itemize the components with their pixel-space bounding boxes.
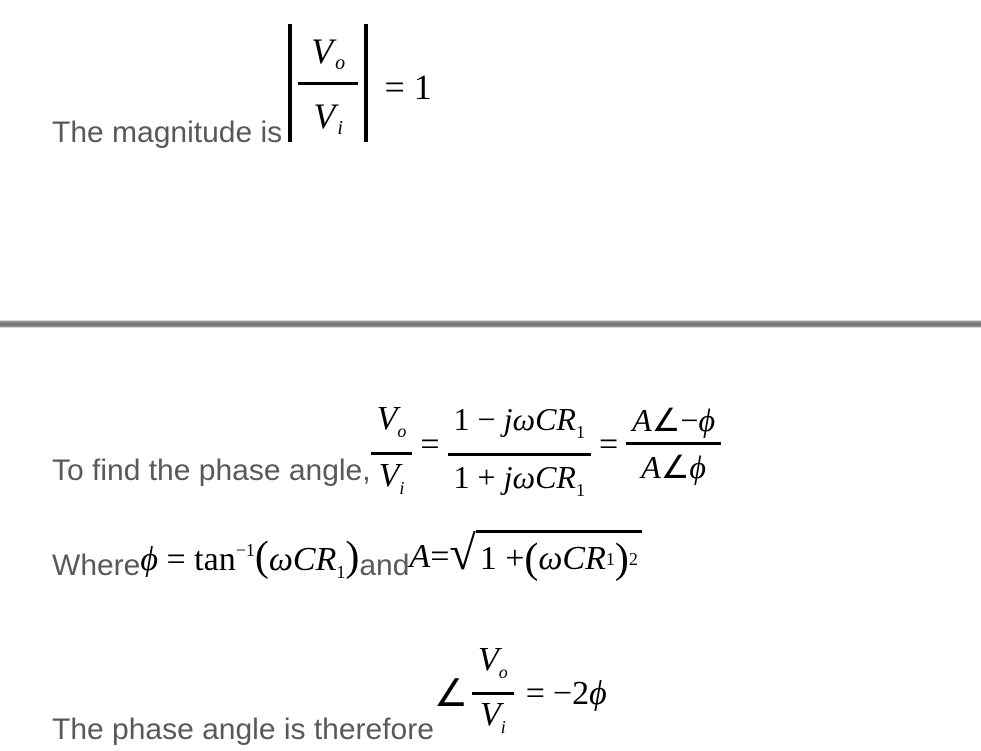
angle-icon: ∠ (661, 449, 690, 485)
A-def: A = √ 1 + (ωCR1)2 (409, 530, 641, 583)
var-phi: ϕ (698, 402, 715, 438)
sub-i: i (501, 717, 506, 737)
label-and: and (359, 549, 409, 583)
sup-2: 2 (629, 549, 638, 570)
sub-o: o (397, 421, 406, 441)
abs-frac-block: Vo Vi = 1 (288, 24, 432, 150)
sub-i: i (335, 117, 343, 139)
value-1: 1 (414, 67, 432, 107)
sub-i: i (399, 478, 404, 498)
sup-neg1: −1 (236, 540, 255, 560)
eq-sign: = (158, 541, 194, 578)
var-C: C (535, 401, 556, 437)
fn-tan: tan (194, 541, 236, 578)
label-where: Where (52, 549, 140, 583)
frac-VoVi: Vo Vi (371, 398, 413, 488)
var-R: R (585, 540, 606, 578)
label-magnitude: The magnitude is (52, 116, 282, 150)
eq-sign: = (412, 426, 447, 464)
var-phi: ϕ (140, 541, 158, 578)
var-V: V (478, 641, 499, 678)
minus-sign: − (680, 402, 698, 438)
rparen: ) (345, 534, 359, 580)
var-phi: ϕ (689, 449, 706, 485)
eq-sign: = (384, 67, 413, 107)
sub-1: 1 (576, 422, 585, 442)
page-divider (0, 320, 981, 328)
row-phase-result: The phase angle is therefore ∠ Vo Vi = −… (52, 640, 961, 747)
var-V: V (377, 400, 398, 437)
sub-1: 1 (606, 549, 615, 570)
row-where-defs: Where ϕ = tan−1(ωCR1) and A = √ 1 + (ωCR… (52, 530, 961, 583)
row-magnitude: The magnitude is Vo Vi = 1 (52, 24, 961, 150)
rparen: ) (615, 535, 629, 583)
equals-one: = 1 (384, 66, 431, 108)
var-V: V (311, 31, 333, 71)
var-omega: ω (512, 401, 535, 437)
eq-sign: = (518, 675, 553, 713)
abs-frac: Vo Vi (288, 24, 368, 142)
abs-bar-left (288, 24, 292, 142)
angle-icon: ∠ (434, 671, 468, 716)
frac-VoVi-small: Vo Vi (472, 640, 514, 747)
sqrt-block: √ 1 + (ωCR1)2 (449, 530, 642, 583)
eq-sign: = (591, 426, 626, 464)
abs-frac-num: Vo (300, 30, 356, 75)
var-R: R (556, 401, 576, 437)
frac-jwCR: 1 − jωCR1 1 + jωCR1 (448, 398, 591, 488)
var-omega: ω (269, 541, 293, 578)
one-plus: 1 + (454, 459, 504, 495)
eq-sign: = (430, 538, 449, 576)
phase-result-expr: ∠ Vo Vi = −2ϕ (434, 640, 607, 747)
var-V: V (379, 457, 400, 494)
phi-def: ϕ = tan−1(ωCR1) (140, 533, 359, 583)
label-phase-result: The phase angle is therefore (52, 713, 434, 747)
sub-1: 1 (576, 480, 585, 500)
lparen: ( (255, 534, 269, 580)
abs-bar-right (364, 24, 368, 142)
var-V: V (313, 96, 335, 136)
sub-1: 1 (336, 562, 345, 582)
var-A: A (641, 449, 661, 485)
var-A: A (632, 402, 652, 438)
one-minus: 1 − (454, 401, 504, 437)
frac-A-angle: A∠−ϕ A∠ϕ (626, 398, 721, 488)
frac-line (298, 82, 358, 85)
var-C: C (535, 459, 556, 495)
var-C: C (293, 541, 316, 578)
label-find-phase: To find the phase angle, (52, 454, 371, 488)
minus-two: −2 (553, 675, 589, 713)
var-R: R (556, 459, 576, 495)
radical-icon: √ (449, 534, 475, 587)
abs-frac-den: Vi (300, 95, 356, 140)
lparen: ( (524, 535, 538, 583)
one-plus: 1 + (480, 540, 525, 578)
var-omega: ω (512, 459, 535, 495)
sub-o: o (499, 662, 508, 682)
sqrt-arg: 1 + (ωCR1)2 (476, 530, 642, 583)
var-V: V (480, 696, 501, 733)
row-phase-expansion: To find the phase angle, Vo Vi = 1 − jωC… (52, 398, 961, 488)
var-C: C (562, 540, 585, 578)
var-R: R (316, 541, 337, 578)
var-phi: ϕ (589, 675, 607, 713)
var-omega: ω (538, 540, 562, 578)
sub-o: o (333, 52, 345, 74)
var-A: A (409, 538, 430, 576)
angle-icon: ∠ (652, 402, 681, 438)
